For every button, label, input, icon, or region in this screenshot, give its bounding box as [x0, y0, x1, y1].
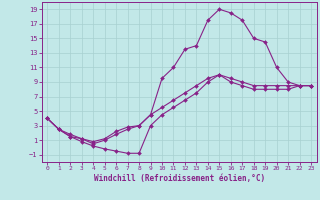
X-axis label: Windchill (Refroidissement éolien,°C): Windchill (Refroidissement éolien,°C) — [94, 174, 265, 183]
